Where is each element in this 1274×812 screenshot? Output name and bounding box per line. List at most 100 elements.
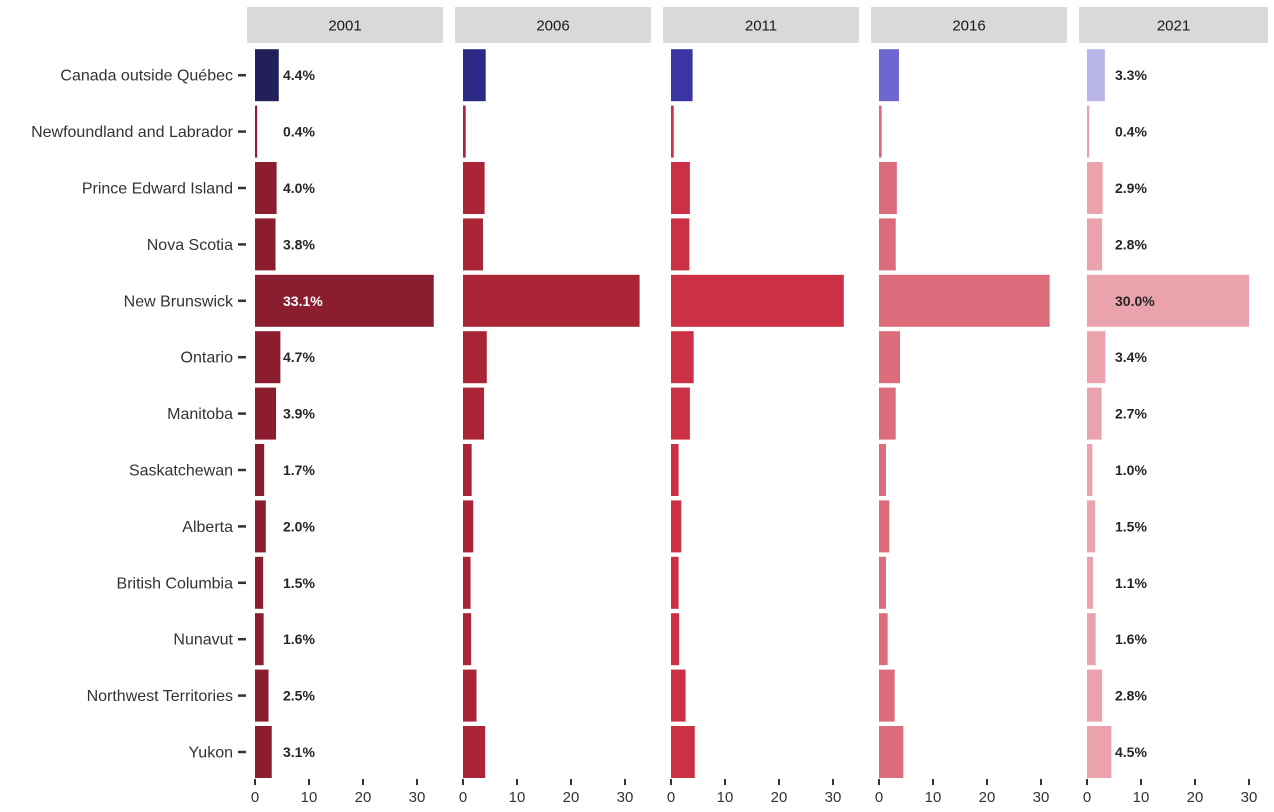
facet-strip-2006 — [455, 7, 651, 43]
bar-2021-canada-outside-quebec — [1087, 49, 1105, 102]
bar-2016-manitoba — [879, 387, 896, 440]
facet-strip-2011 — [663, 7, 859, 43]
value-label-2021-nunavut: 1.6% — [1115, 631, 1147, 647]
x-tick-label-2021-20: 20 — [1187, 789, 1204, 806]
category-label-canada-outside-quebec: Canada outside Québec — [60, 68, 233, 85]
x-tick-label-2011-20: 20 — [771, 789, 788, 806]
value-label-2021-northwest-territories: 2.8% — [1115, 688, 1147, 704]
bar-2021-manitoba — [1087, 387, 1102, 440]
category-label-nova-scotia: Nova Scotia — [147, 237, 233, 254]
bar-2011-nunavut — [671, 613, 680, 666]
bar-2001-ontario — [255, 331, 281, 384]
bar-2016-alberta — [879, 500, 890, 553]
x-tick-label-2011-30: 30 — [825, 789, 842, 806]
value-label-2021-saskatchewan: 1.0% — [1115, 462, 1147, 478]
value-label-2021-canada-outside-quebec: 3.3% — [1115, 67, 1147, 83]
bar-2011-new-brunswick — [671, 274, 844, 327]
bar-2021-nunavut — [1087, 613, 1096, 666]
category-label-nunavut: Nunavut — [173, 632, 233, 649]
facet-strip-2016 — [871, 7, 1067, 43]
bar-2021-saskatchewan — [1087, 444, 1093, 496]
facet-strip-2001 — [247, 7, 443, 43]
bar-2011-northwest-territories — [671, 669, 686, 722]
value-label-2001-new-brunswick: 33.1% — [283, 293, 323, 309]
value-label-2021-new-brunswick: 30.0% — [1115, 293, 1155, 309]
value-label-2001-saskatchewan: 1.7% — [283, 462, 315, 478]
bar-2011-saskatchewan — [671, 444, 679, 496]
value-label-2021-nova-scotia: 2.8% — [1115, 236, 1147, 252]
bar-2011-british-columbia — [671, 556, 679, 609]
bar-2021-newfoundland-and-labrador — [1087, 105, 1090, 158]
value-label-2001-canada-outside-quebec: 4.4% — [283, 67, 315, 83]
category-label-yukon: Yukon — [189, 745, 233, 762]
bar-2006-new-brunswick — [463, 274, 640, 327]
value-label-2001-ontario: 4.7% — [283, 349, 315, 365]
bar-2011-canada-outside-quebec — [671, 49, 693, 102]
bar-2001-nova-scotia — [255, 218, 276, 271]
bar-2016-nunavut — [879, 613, 888, 666]
bar-2011-alberta — [671, 500, 682, 553]
bar-2011-nova-scotia — [671, 218, 690, 271]
value-label-2001-newfoundland-and-labrador: 0.4% — [283, 124, 315, 140]
bar-2001-newfoundland-and-labrador — [255, 105, 258, 158]
x-tick-label-2001-30: 30 — [409, 789, 426, 806]
bar-2016-northwest-territories — [879, 669, 895, 722]
value-label-2001-yukon: 3.1% — [283, 744, 315, 760]
facet-title-2011: 2011 — [745, 18, 777, 35]
facet-title-2021: 2021 — [1157, 18, 1190, 35]
value-label-2021-yukon: 4.5% — [1115, 744, 1147, 760]
bar-2016-canada-outside-quebec — [879, 49, 899, 102]
bar-2006-canada-outside-quebec — [463, 49, 486, 102]
bar-2021-alberta — [1087, 500, 1096, 553]
x-tick-label-2021-30: 30 — [1241, 789, 1258, 806]
bar-2016-saskatchewan — [879, 444, 887, 496]
x-tick-label-2006-10: 10 — [509, 789, 526, 806]
facet-strip-2021 — [1079, 7, 1268, 43]
bar-2016-prince-edward-island — [879, 162, 897, 214]
x-tick-label-2016-10: 10 — [925, 789, 942, 806]
category-label-alberta: Alberta — [182, 519, 233, 536]
category-label-manitoba: Manitoba — [167, 406, 233, 423]
bar-2011-ontario — [671, 331, 694, 384]
bar-2016-nova-scotia — [879, 218, 896, 271]
x-tick-label-2006-20: 20 — [563, 789, 580, 806]
bar-2011-manitoba — [671, 387, 690, 440]
bar-2011-prince-edward-island — [671, 162, 690, 214]
value-label-2021-ontario: 3.4% — [1115, 349, 1147, 365]
x-tick-label-2001-0: 0 — [251, 789, 259, 806]
bar-2016-new-brunswick — [879, 274, 1050, 327]
x-tick-label-2016-0: 0 — [875, 789, 883, 806]
bar-2006-yukon — [463, 726, 486, 778]
bar-2001-new-brunswick — [255, 274, 434, 327]
bar-2021-yukon — [1087, 726, 1112, 778]
value-label-2021-newfoundland-and-labrador: 0.4% — [1115, 124, 1147, 140]
x-tick-label-2011-0: 0 — [667, 789, 675, 806]
bar-2001-alberta — [255, 500, 266, 553]
value-label-2021-alberta: 1.5% — [1115, 518, 1147, 534]
bar-2006-newfoundland-and-labrador — [463, 105, 466, 158]
bar-2001-saskatchewan — [255, 444, 265, 496]
bar-2021-new-brunswick — [1087, 274, 1249, 327]
bar-2001-yukon — [255, 726, 272, 778]
value-label-2001-manitoba: 3.9% — [283, 406, 315, 422]
bar-2021-ontario — [1087, 331, 1106, 384]
x-tick-label-2011-10: 10 — [717, 789, 734, 806]
bar-2001-canada-outside-quebec — [255, 49, 279, 102]
x-tick-label-2001-20: 20 — [355, 789, 372, 806]
category-label-prince-edward-island: Prince Edward Island — [82, 181, 233, 198]
bar-2016-british-columbia — [879, 556, 887, 609]
x-tick-label-2021-10: 10 — [1133, 789, 1150, 806]
value-label-2001-nova-scotia: 3.8% — [283, 236, 315, 252]
category-label-newfoundland-and-labrador: Newfoundland and Labrador — [31, 124, 234, 141]
value-label-2001-prince-edward-island: 4.0% — [283, 180, 315, 196]
bar-2001-nunavut — [255, 613, 264, 666]
facet-title-2006: 2006 — [536, 18, 569, 35]
bar-2016-ontario — [879, 331, 901, 384]
value-label-2001-northwest-territories: 2.5% — [283, 688, 315, 704]
bar-2001-british-columbia — [255, 556, 264, 609]
x-tick-label-2006-30: 30 — [617, 789, 634, 806]
facet-title-2001: 2001 — [328, 18, 361, 35]
value-label-2001-alberta: 2.0% — [283, 518, 315, 534]
facet-title-2016: 2016 — [952, 18, 985, 35]
